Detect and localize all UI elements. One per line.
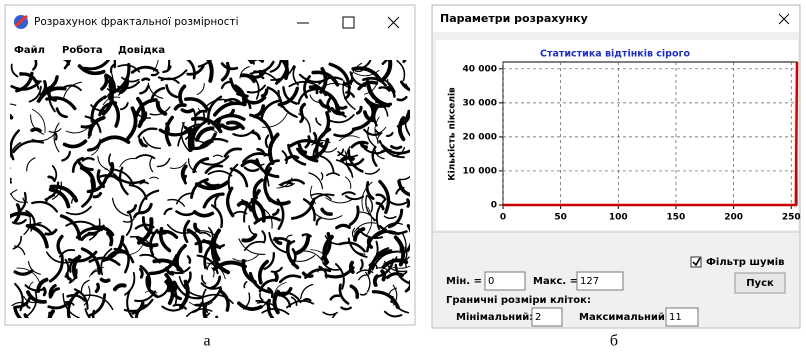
caption: а [203, 333, 210, 350]
cell-sizes-label: Граничні розміри кліток: [446, 295, 591, 306]
image-stroke [408, 200, 409, 207]
chart-title: Статистика відтінків сірого [540, 49, 690, 60]
image-stroke [96, 284, 98, 291]
y-tick-label: 0 [491, 201, 497, 211]
plot-area [503, 62, 797, 205]
image-stroke [351, 263, 353, 272]
maximal-input-value[interactable]: 11 [669, 312, 682, 323]
y-tick-label: 30 000 [463, 98, 497, 108]
minimal-input-value[interactable]: 2 [535, 312, 541, 323]
menu-item[interactable]: Довідка [118, 45, 165, 56]
window-title: Розрахунок фрактальної розмірності [34, 16, 239, 28]
checkbox-label[interactable]: Фільтр шумів [706, 257, 785, 268]
x-tick-label: 50 [554, 213, 567, 223]
image-stroke [102, 280, 109, 282]
image-stroke [375, 276, 377, 285]
max-input-value[interactable]: 127 [580, 276, 599, 287]
maximal-label: Максимальний: [579, 312, 669, 323]
y-tick-label: 20 000 [463, 132, 497, 142]
image-stroke [182, 110, 192, 112]
image-stroke [218, 119, 220, 127]
start-button-label[interactable]: Пуск [746, 278, 774, 289]
x-tick-label: 200 [724, 213, 743, 223]
image-stroke [184, 176, 185, 183]
x-tick-label: 0 [500, 213, 506, 223]
histogram: 0 10 000 20 000 30 000 40 000 0 50 100 150 200 250 [463, 62, 801, 223]
y-tick-label: 10 000 [463, 166, 497, 176]
max-label: Макс. = [533, 276, 578, 287]
min-input-value[interactable]: 0 [488, 276, 494, 287]
y-axis-label: Кількість пікселів [447, 87, 458, 181]
screenshot: Розрахунок фрактальної розмірності Файл … [0, 0, 806, 352]
image-stroke [142, 79, 148, 80]
fractal-image [0, 38, 431, 346]
image-stroke [382, 271, 384, 279]
menu-item[interactable]: Робота [62, 44, 103, 56]
caption: б [610, 333, 618, 350]
x-tick-label: 250 [782, 213, 801, 223]
image-stroke [338, 107, 346, 108]
y-tick-label: 40 000 [463, 64, 497, 74]
x-tick-label: 100 [609, 213, 628, 223]
menu-item[interactable]: Файл [14, 45, 45, 56]
dialog-title: Параметри розрахунку [440, 12, 588, 25]
x-tick-label: 150 [667, 213, 686, 223]
minimal-label: Мінімальний: [456, 312, 533, 323]
min-label: Мін. = [446, 276, 482, 287]
